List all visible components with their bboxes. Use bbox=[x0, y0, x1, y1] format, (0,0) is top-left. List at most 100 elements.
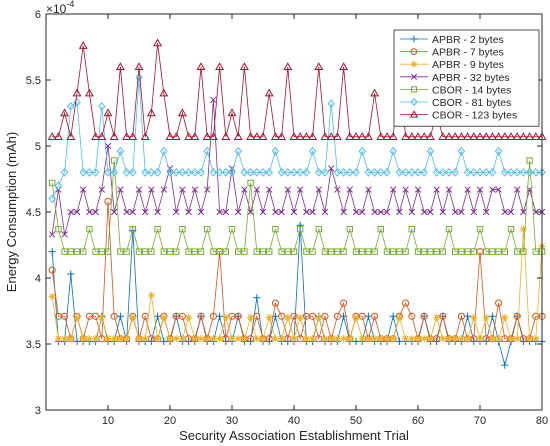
data-point bbox=[284, 186, 292, 193]
data-point bbox=[451, 168, 459, 177]
data-point bbox=[203, 186, 211, 193]
data-point bbox=[216, 335, 224, 343]
data-point bbox=[315, 186, 323, 193]
data-point bbox=[483, 248, 490, 255]
axis-ticks: 10 20 30 40 50 60 70 80 3 3.5 4 4.5 5 5.5 6 bbox=[26, 9, 548, 427]
data-point bbox=[284, 248, 292, 255]
data-point bbox=[309, 312, 317, 320]
data-point bbox=[117, 248, 124, 255]
data-point bbox=[303, 248, 310, 255]
data-point bbox=[297, 225, 304, 233]
data-point bbox=[110, 208, 118, 216]
data-point bbox=[388, 132, 398, 140]
x-tick-label: 50 bbox=[350, 415, 362, 427]
data-point bbox=[227, 108, 237, 117]
data-point bbox=[122, 168, 131, 177]
data-point bbox=[506, 132, 516, 140]
data-point bbox=[321, 168, 329, 177]
data-point bbox=[92, 208, 99, 216]
data-point bbox=[160, 248, 168, 255]
data-point bbox=[141, 168, 149, 177]
data-point bbox=[396, 208, 403, 216]
data-point bbox=[456, 132, 466, 140]
data-point bbox=[469, 132, 479, 140]
data-point bbox=[47, 132, 57, 140]
data-point bbox=[401, 132, 411, 140]
data-point bbox=[494, 132, 504, 140]
x-tick-label: 20 bbox=[164, 415, 176, 427]
data-point bbox=[309, 335, 317, 343]
data-point bbox=[104, 168, 112, 177]
data-point bbox=[97, 132, 107, 140]
data-point bbox=[346, 225, 354, 233]
data-point bbox=[147, 291, 155, 299]
data-point bbox=[191, 335, 199, 343]
data-point bbox=[410, 97, 418, 107]
data-point bbox=[67, 248, 74, 255]
data-point bbox=[401, 168, 410, 177]
data-point bbox=[259, 168, 267, 177]
data-point bbox=[309, 208, 316, 216]
data-point bbox=[308, 146, 317, 156]
data-point bbox=[495, 299, 503, 307]
data-point bbox=[135, 186, 143, 193]
y-tick-label: 5 bbox=[35, 141, 41, 153]
data-point bbox=[104, 335, 112, 343]
data-point bbox=[358, 335, 366, 343]
legend-entry: APBR - 32 bytes bbox=[400, 72, 510, 84]
data-point bbox=[476, 168, 484, 177]
data-point bbox=[240, 335, 248, 343]
legend-label: CBOR - 14 bytes bbox=[432, 84, 511, 96]
data-point bbox=[458, 248, 465, 255]
data-point bbox=[482, 208, 490, 216]
legend-label: APBR - 2 bytes bbox=[432, 34, 504, 46]
data-point bbox=[377, 335, 385, 343]
data-point bbox=[481, 132, 491, 140]
data-point bbox=[402, 299, 410, 307]
data-point bbox=[277, 168, 286, 177]
data-point bbox=[142, 248, 149, 255]
data-point bbox=[258, 132, 268, 140]
y-tick-label: 5.5 bbox=[26, 75, 41, 87]
data-point bbox=[365, 248, 372, 255]
legend-box bbox=[393, 29, 540, 127]
data-point bbox=[364, 312, 372, 320]
data-point bbox=[191, 168, 199, 177]
data-point bbox=[111, 157, 118, 164]
data-point bbox=[390, 248, 397, 255]
data-point bbox=[476, 186, 484, 193]
data-point bbox=[265, 314, 273, 322]
data-point bbox=[365, 186, 372, 193]
data-point bbox=[408, 208, 416, 216]
data-point bbox=[172, 335, 180, 343]
data-point bbox=[61, 335, 69, 343]
y-tick-label: 3.5 bbox=[26, 339, 41, 351]
data-point bbox=[153, 168, 162, 177]
data-point bbox=[327, 335, 335, 343]
data-point bbox=[278, 335, 286, 343]
data-point bbox=[457, 335, 465, 343]
data-point bbox=[376, 132, 386, 140]
data-point bbox=[60, 108, 70, 117]
data-point bbox=[321, 248, 329, 255]
data-point bbox=[160, 186, 168, 193]
data-point bbox=[178, 335, 186, 343]
data-point bbox=[501, 361, 509, 369]
data-point bbox=[210, 248, 217, 255]
data-point bbox=[495, 248, 502, 255]
data-point bbox=[464, 186, 471, 193]
data-point bbox=[61, 312, 69, 320]
data-point bbox=[179, 186, 186, 193]
data-point bbox=[433, 248, 440, 255]
data-point bbox=[79, 168, 87, 177]
data-point bbox=[519, 225, 527, 233]
data-point bbox=[475, 132, 485, 140]
series-line bbox=[52, 42, 542, 138]
data-point bbox=[117, 186, 124, 193]
data-point bbox=[363, 132, 373, 140]
data-point bbox=[439, 168, 447, 177]
data-point bbox=[383, 208, 391, 216]
data-point bbox=[513, 312, 521, 320]
series-5 bbox=[48, 72, 546, 204]
data-point bbox=[79, 335, 87, 343]
